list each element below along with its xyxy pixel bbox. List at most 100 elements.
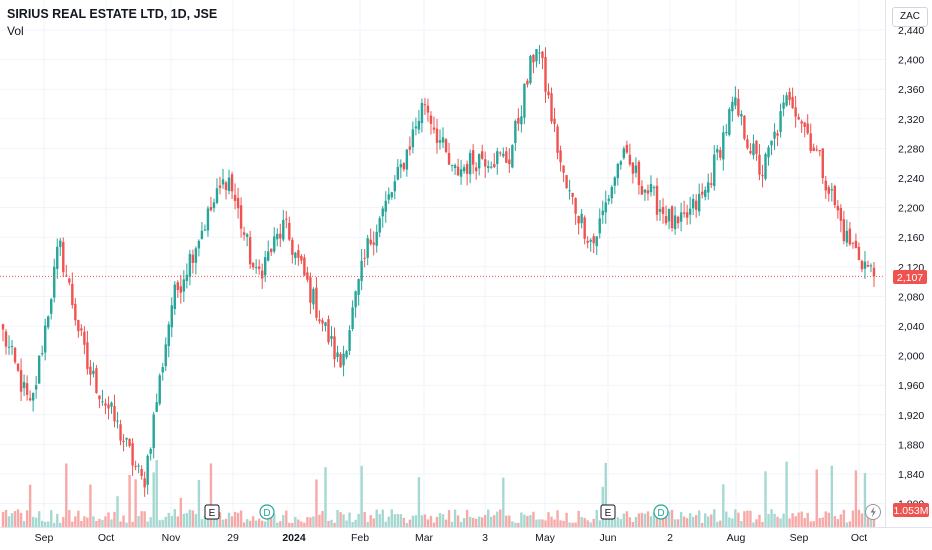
candle-body — [399, 164, 403, 168]
volume-bar — [65, 463, 68, 527]
candle-body — [523, 83, 526, 118]
volume-bar — [98, 518, 101, 527]
candle-body — [22, 382, 26, 389]
volume-bar — [291, 522, 294, 527]
earnings-marker[interactable]: E — [204, 504, 220, 520]
volume-bar — [734, 509, 737, 527]
volume-bar — [520, 512, 523, 527]
dividend-marker[interactable]: D — [653, 504, 669, 520]
time-axis[interactable]: Sep Oct Nov 29 2024 Feb Mar 3 May Jun 2 Aug Sep Oct — [35, 532, 868, 544]
volume-bar — [848, 521, 852, 527]
candle-body — [363, 257, 366, 259]
volume-bar — [493, 515, 496, 527]
volume-bar — [80, 520, 83, 527]
price-tick: 2,080 — [898, 291, 924, 303]
candle-body — [535, 49, 538, 62]
candle-body — [833, 185, 837, 206]
candle-body — [438, 140, 442, 143]
volume-bar — [176, 516, 180, 527]
volume-bar — [312, 516, 315, 527]
candle-body — [417, 120, 421, 130]
candle-body — [414, 126, 418, 129]
dividend-marker[interactable]: D — [259, 504, 275, 520]
candle-body — [86, 342, 89, 369]
time-tick: Sep — [790, 532, 809, 544]
volume-bar — [679, 512, 683, 527]
candle-body — [200, 230, 204, 239]
volume-bar — [53, 522, 56, 527]
volume-bar — [71, 521, 74, 527]
candle-body — [209, 207, 213, 211]
candle-body — [110, 402, 113, 407]
candle-body — [550, 93, 553, 122]
volume-bar — [375, 509, 378, 527]
candle-body — [616, 163, 620, 179]
candle-body — [131, 443, 134, 466]
candle-body — [429, 115, 433, 124]
candle-body — [493, 164, 496, 168]
volume-bar — [496, 511, 499, 527]
volume-bar — [37, 511, 41, 527]
volume-bar — [110, 519, 113, 527]
svg-text:E: E — [605, 508, 612, 519]
volume-bar — [758, 514, 761, 527]
earnings-marker[interactable]: E — [600, 504, 616, 520]
candle-body — [595, 236, 598, 247]
time-tick: Jun — [600, 532, 617, 544]
candle-body — [182, 279, 186, 292]
price-tick: 2,200 — [898, 203, 924, 215]
volume-bar — [589, 522, 592, 527]
candle-body — [842, 219, 846, 241]
candle-body — [496, 151, 499, 164]
volume-bar — [146, 521, 149, 527]
candle-body — [381, 208, 384, 217]
volume-bar — [827, 512, 830, 527]
volume-bar — [818, 518, 821, 527]
candle-body — [384, 200, 387, 212]
candle-body — [815, 149, 818, 151]
candle-body — [541, 51, 544, 59]
volume-bar — [182, 513, 186, 527]
candle-body — [743, 115, 746, 139]
volume-bar — [511, 521, 514, 527]
price-axis[interactable]: 2,440 2,400 2,360 2,320 2,280 2,240 2,200 2,160… — [898, 25, 924, 511]
volume-bar — [791, 513, 794, 527]
volume-bar — [435, 516, 439, 527]
candle-body — [221, 179, 225, 185]
volume-bar — [411, 515, 415, 527]
volume-bar — [809, 521, 812, 527]
candle-body — [661, 206, 665, 215]
candle-body — [553, 118, 556, 124]
candle-body — [270, 248, 273, 253]
lightning-icon[interactable] — [865, 504, 881, 520]
candle-body — [574, 198, 577, 214]
candle-body — [577, 215, 580, 224]
volume-bar — [538, 519, 541, 527]
candle-body — [447, 152, 451, 165]
last-volume-label: 1.053M — [893, 505, 928, 517]
candle-body — [520, 116, 523, 125]
candle-body — [607, 198, 610, 201]
candle-body — [755, 140, 758, 154]
candle-body — [203, 229, 207, 231]
candle-body — [411, 129, 415, 148]
candle-body — [53, 266, 56, 298]
volume-bar — [62, 517, 65, 527]
volume-bar — [372, 518, 375, 527]
volume-bar — [640, 512, 644, 527]
volume-bar — [134, 479, 137, 527]
volume-bar — [505, 515, 508, 527]
volume-bar — [625, 511, 629, 527]
volume-bar — [752, 522, 755, 527]
volume-bar — [824, 511, 827, 527]
volume-bar — [707, 516, 710, 527]
volume-bar — [357, 513, 360, 527]
candle-body — [770, 140, 773, 146]
volume-bar — [351, 521, 354, 527]
volume-bar — [643, 513, 647, 527]
currency-badge[interactable]: ZAC — [892, 7, 928, 27]
candle-body — [785, 95, 788, 106]
volume-bar — [143, 511, 146, 527]
candle-body — [628, 154, 632, 165]
